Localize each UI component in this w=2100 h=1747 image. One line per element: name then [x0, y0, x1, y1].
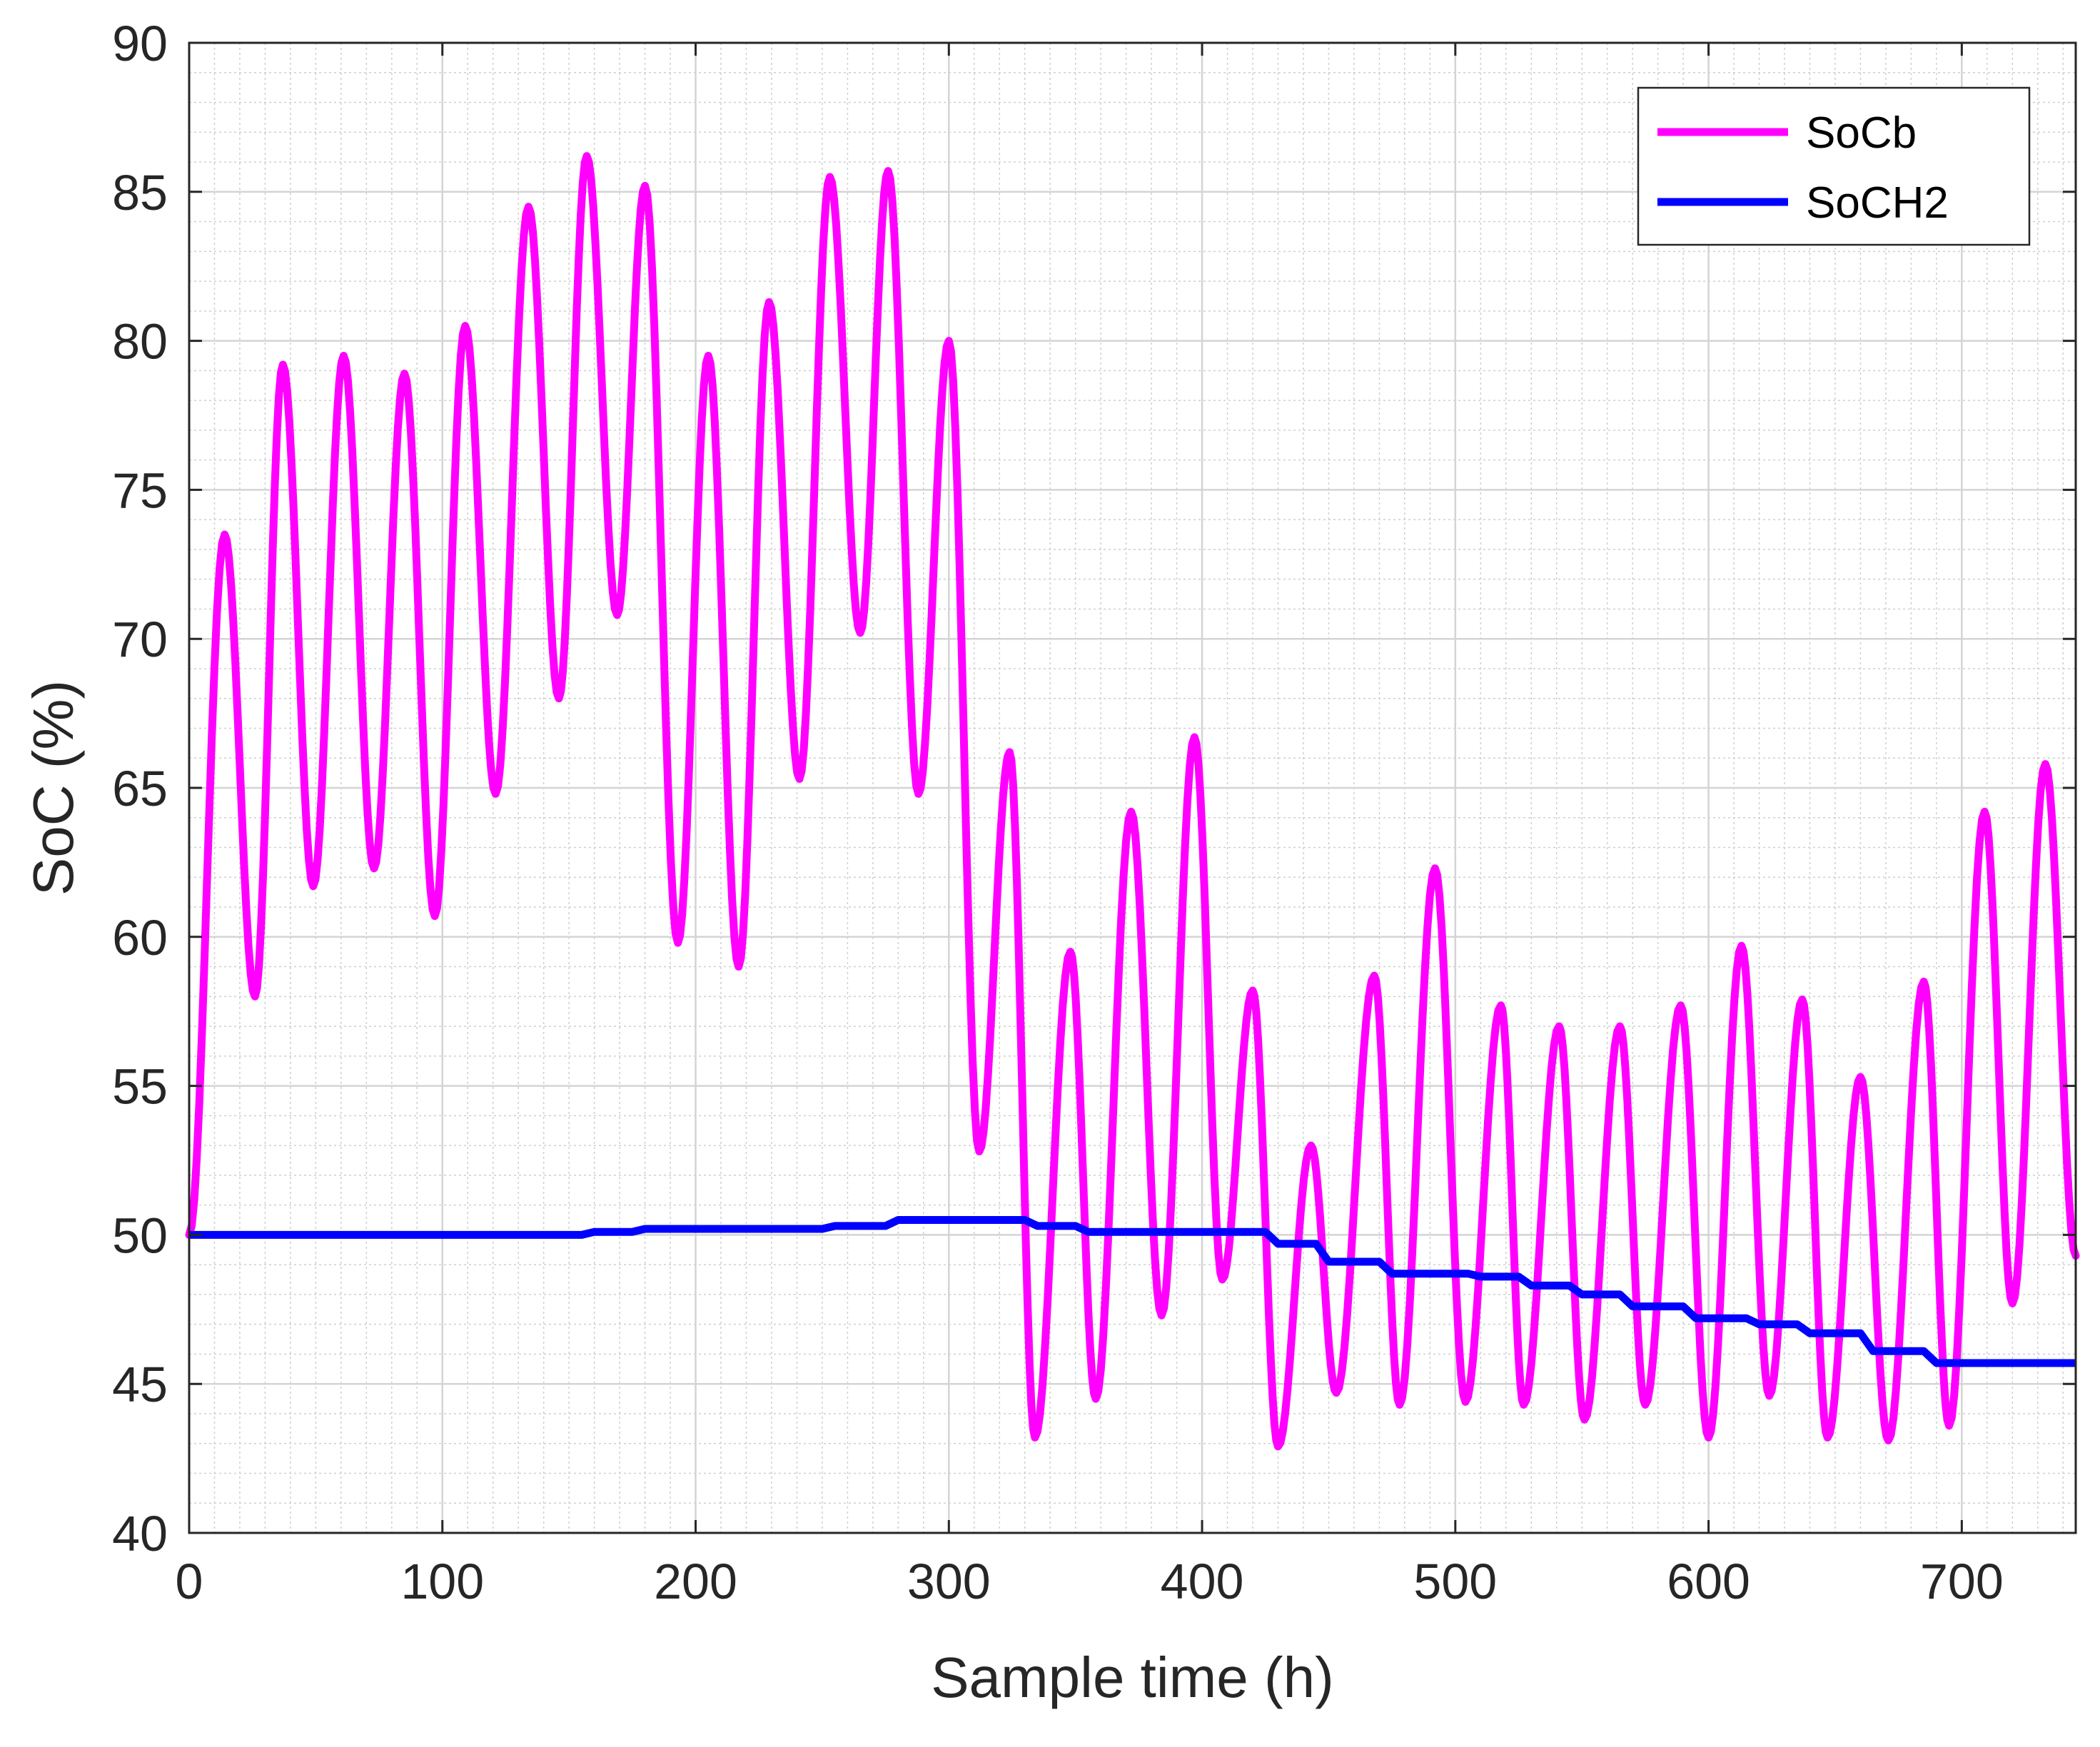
legend-box: [1637, 86, 2031, 246]
legend: SoCb SoCH2: [1637, 86, 2031, 246]
y-axis-label: SoC (%): [21, 680, 85, 896]
series-line-soch2: [189, 1216, 2076, 1367]
y-tick-label: 70: [112, 612, 168, 667]
x-tick-label: 600: [1667, 1554, 1750, 1609]
y-tick-label: 45: [112, 1357, 168, 1412]
x-tick-label: 700: [1920, 1554, 2004, 1609]
series-layer: [185, 152, 2080, 1451]
y-tick-label: 85: [112, 165, 168, 221]
y-tick-label: 75: [112, 462, 168, 518]
y-tick-label: 90: [112, 16, 168, 71]
x-axis-label: Sample time (h): [931, 1646, 1334, 1709]
y-tick-label: 60: [112, 910, 168, 966]
y-tick-label: 80: [112, 314, 168, 370]
y-tick-label: 40: [112, 1506, 168, 1561]
x-tick-label: 0: [176, 1554, 203, 1609]
x-tick-label: 300: [907, 1554, 991, 1609]
x-tick-labels: 0 100 200 300 400 500 600 700: [176, 1554, 2004, 1609]
y-tick-label: 50: [112, 1207, 168, 1263]
legend-label-soch2: SoCH2: [1806, 178, 1949, 228]
x-tick-label: 500: [1413, 1554, 1497, 1609]
x-tick-label: 200: [654, 1554, 737, 1609]
series-line-socb: [185, 152, 2080, 1451]
y-tick-labels: 40 45 50 55 60 65 70 75 80 85 90: [112, 16, 168, 1561]
x-tick-label: 100: [400, 1554, 484, 1609]
y-tick-label: 55: [112, 1059, 168, 1115]
x-tick-label: 400: [1161, 1554, 1244, 1609]
y-tick-label: 65: [112, 761, 168, 816]
tick-marks: [188, 41, 2076, 1534]
legend-label-socb: SoCb: [1806, 108, 1917, 158]
